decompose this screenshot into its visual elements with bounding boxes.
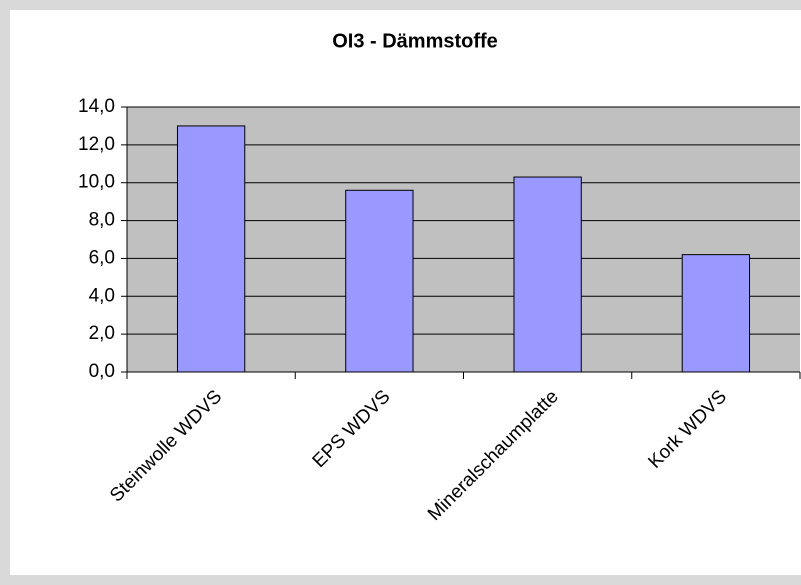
y-tick-label: 14,0 (78, 96, 115, 117)
y-tick-label: 10,0 (78, 172, 115, 193)
y-tick-label: 12,0 (78, 134, 115, 155)
bar (513, 176, 582, 373)
bar (345, 189, 414, 373)
y-tick-label: 2,0 (89, 323, 115, 344)
y-tick-label: 0,0 (89, 361, 115, 382)
y-tick-label: 4,0 (89, 285, 115, 306)
bar (176, 125, 246, 373)
bar (681, 254, 751, 373)
chart-title: OI3 - Dämmstoffe (332, 30, 498, 52)
y-tick-label: 8,0 (89, 210, 115, 231)
y-tick-label: 6,0 (89, 247, 115, 268)
